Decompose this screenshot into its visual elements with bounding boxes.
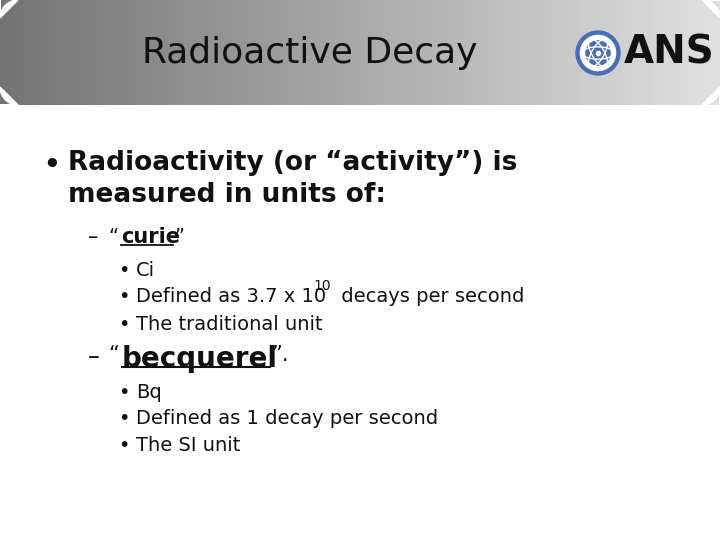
- Text: ”: ”: [174, 227, 184, 246]
- Text: •: •: [118, 436, 130, 455]
- Text: The SI unit: The SI unit: [136, 436, 240, 455]
- Text: measured in units of:: measured in units of:: [68, 182, 386, 208]
- Text: –: –: [88, 345, 100, 369]
- Text: Bq: Bq: [136, 383, 162, 402]
- Text: becquerel: becquerel: [122, 345, 278, 373]
- Text: •: •: [118, 287, 130, 306]
- Text: Defined as 1 decay per second: Defined as 1 decay per second: [136, 409, 438, 428]
- Text: –: –: [88, 227, 99, 247]
- Text: 10: 10: [313, 279, 330, 293]
- Text: curie: curie: [121, 227, 180, 247]
- Text: •: •: [118, 261, 130, 280]
- Polygon shape: [0, 87, 18, 105]
- Text: decays per second: decays per second: [335, 287, 524, 306]
- Text: •: •: [118, 315, 130, 334]
- Text: Defined as 3.7 x 10: Defined as 3.7 x 10: [136, 287, 326, 306]
- Circle shape: [586, 41, 610, 65]
- Polygon shape: [702, 87, 720, 105]
- Text: Ci: Ci: [136, 261, 155, 280]
- Text: •: •: [118, 409, 130, 428]
- Polygon shape: [0, 0, 18, 18]
- Text: Radioactivity (or “activity”) is: Radioactivity (or “activity”) is: [68, 150, 518, 176]
- Polygon shape: [702, 0, 720, 18]
- Text: “: “: [108, 227, 118, 246]
- Text: •: •: [42, 150, 60, 181]
- Text: Radioactive Decay: Radioactive Decay: [143, 36, 478, 70]
- Text: ”.: ”.: [271, 345, 289, 365]
- Circle shape: [580, 36, 616, 71]
- Text: ANS: ANS: [624, 34, 715, 72]
- Circle shape: [576, 31, 620, 75]
- Text: “: “: [108, 345, 119, 365]
- Text: •: •: [118, 383, 130, 402]
- Text: The traditional unit: The traditional unit: [136, 315, 323, 334]
